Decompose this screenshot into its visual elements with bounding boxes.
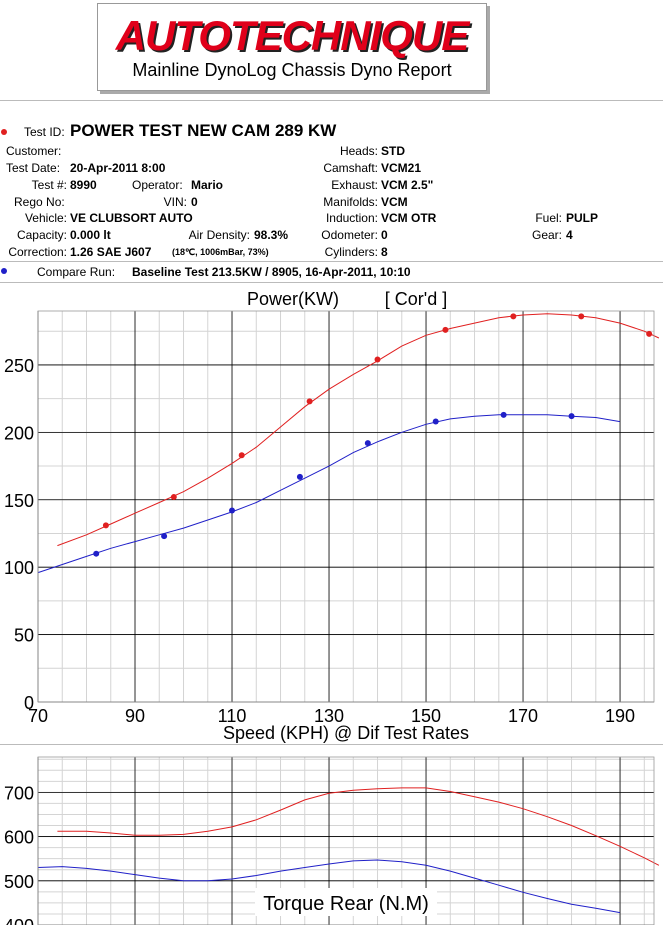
data-point	[374, 356, 381, 363]
manifolds-value: VCM	[381, 195, 408, 209]
capacity-value: 0.000 lt	[70, 228, 111, 242]
heads-label: Heads:	[339, 144, 378, 158]
induction-value: VCM OTR	[381, 211, 437, 225]
vehicle-value: VE CLUBSORT AUTO	[70, 211, 193, 225]
test-no-value: 8990	[70, 178, 97, 192]
data-point	[510, 313, 517, 320]
odometer-value: 0	[381, 228, 388, 242]
compare-run-value: Baseline Test 213.5KW / 8905, 16-Apr-201…	[132, 265, 411, 279]
camshaft-value: VCM21	[381, 161, 422, 175]
y-tick-label: 50	[14, 626, 34, 646]
x-tick-label: 110	[218, 706, 247, 726]
exhaust-value: VCM 2.5"	[381, 178, 434, 192]
manifolds-label: Manifolds:	[323, 195, 378, 209]
operator-value: Mario	[191, 178, 224, 192]
plot-frame	[37, 756, 655, 925]
torque-chart: 400 500 600 700 Torque Rear (N.M)	[4, 756, 660, 925]
y-tick-label: 700	[4, 783, 34, 803]
vehicle-label: Vehicle:	[24, 211, 67, 225]
correction-label: Correction:	[8, 245, 67, 259]
compare-run-marker-icon	[1, 268, 7, 274]
rego-label: Rego No:	[14, 195, 65, 209]
gear-label: Gear:	[531, 228, 562, 242]
odometer-label: Odometer:	[321, 228, 378, 242]
series-line-0	[57, 313, 660, 547]
chart-subtitle: [ Cor'd ]	[385, 289, 447, 309]
x-tick-label: 150	[411, 706, 441, 726]
x-axis-label: Speed (KPH) @ Dif Test Rates	[223, 723, 469, 743]
data-point	[161, 533, 168, 540]
conditions-value: (18℃, 1006mBar, 73%)	[172, 247, 269, 257]
vin-label: VIN:	[163, 195, 187, 209]
test-run-marker-icon	[1, 129, 7, 135]
data-point	[102, 522, 109, 529]
data-point	[500, 411, 507, 418]
divider	[0, 744, 663, 745]
data-point	[229, 507, 236, 514]
gear-value: 4	[566, 228, 573, 242]
y-tick-label: 600	[4, 828, 34, 848]
air-density-label: Air Density:	[188, 228, 250, 242]
y-tick-label: 400	[4, 916, 34, 925]
x-tick-label: 70	[28, 706, 48, 726]
exhaust-label: Exhaust:	[331, 178, 378, 192]
y-tick-label: 250	[4, 356, 34, 376]
data-point	[432, 418, 439, 425]
induction-label: Induction:	[325, 211, 378, 225]
data-point	[568, 413, 575, 420]
chart-title: Torque Rear (N.M)	[263, 893, 429, 915]
fuel-value: PULP	[566, 211, 599, 225]
data-point	[306, 398, 313, 405]
series-line-1	[37, 859, 621, 914]
vin-value: 0	[191, 195, 198, 209]
cylinders-value: 8	[381, 245, 388, 259]
data-point	[296, 473, 303, 480]
y-tick-label: 150	[4, 491, 34, 511]
data-point	[364, 440, 371, 447]
data-point	[578, 313, 585, 320]
divider	[0, 100, 663, 101]
data-point	[93, 550, 100, 557]
compare-run-label: Compare Run:	[37, 265, 116, 279]
power-chart: 0 50 100 150 200 250 70 90 110 130 150 170 190 Power(…	[4, 289, 660, 743]
test-id-value: POWER TEST NEW CAM 289 KW	[70, 121, 337, 140]
customer-label: Customer:	[6, 144, 62, 158]
test-id-label: Test ID:	[24, 125, 65, 139]
y-tick-label: 0	[24, 693, 34, 713]
data-point	[238, 452, 245, 459]
data-point	[442, 326, 449, 333]
cylinders-label: Cylinders:	[324, 245, 378, 259]
logo-brand: AUTOTECHNIQUE	[115, 12, 470, 59]
data-point	[170, 494, 177, 501]
y-tick-label: 200	[4, 423, 34, 443]
plot-frame	[37, 310, 655, 703]
camshaft-label: Camshaft:	[323, 161, 378, 175]
capacity-label: Capacity:	[16, 228, 67, 242]
data-point	[646, 330, 653, 337]
chart-title: Power(KW)	[247, 289, 339, 309]
series-line-1	[37, 414, 621, 574]
series-line-0	[57, 787, 660, 866]
divider	[0, 261, 663, 262]
x-tick-label: 190	[605, 706, 635, 726]
divider	[0, 282, 663, 283]
chart-title-background	[255, 888, 437, 916]
y-tick-label: 100	[4, 558, 34, 578]
fuel-label: Fuel:	[535, 211, 562, 225]
operator-label: Operator:	[132, 178, 183, 192]
x-tick-label: 90	[125, 706, 145, 726]
x-tick-label: 130	[314, 706, 344, 726]
air-density-value: 98.3%	[254, 228, 289, 242]
correction-value: 1.26 SAE J607	[70, 245, 152, 259]
y-tick-label: 500	[4, 872, 34, 892]
logo: AUTOTECHNIQUE Mainline DynoLog Chassis D…	[97, 3, 487, 91]
heads-value: STD	[381, 144, 405, 158]
test-date-label: Test Date:	[6, 161, 61, 175]
x-tick-label: 170	[508, 706, 538, 726]
test-no-label: Test #:	[31, 178, 67, 192]
test-date-value: 20-Apr-2011 8:00	[70, 161, 166, 175]
logo-subtitle: Mainline DynoLog Chassis Dyno Report	[132, 60, 452, 80]
